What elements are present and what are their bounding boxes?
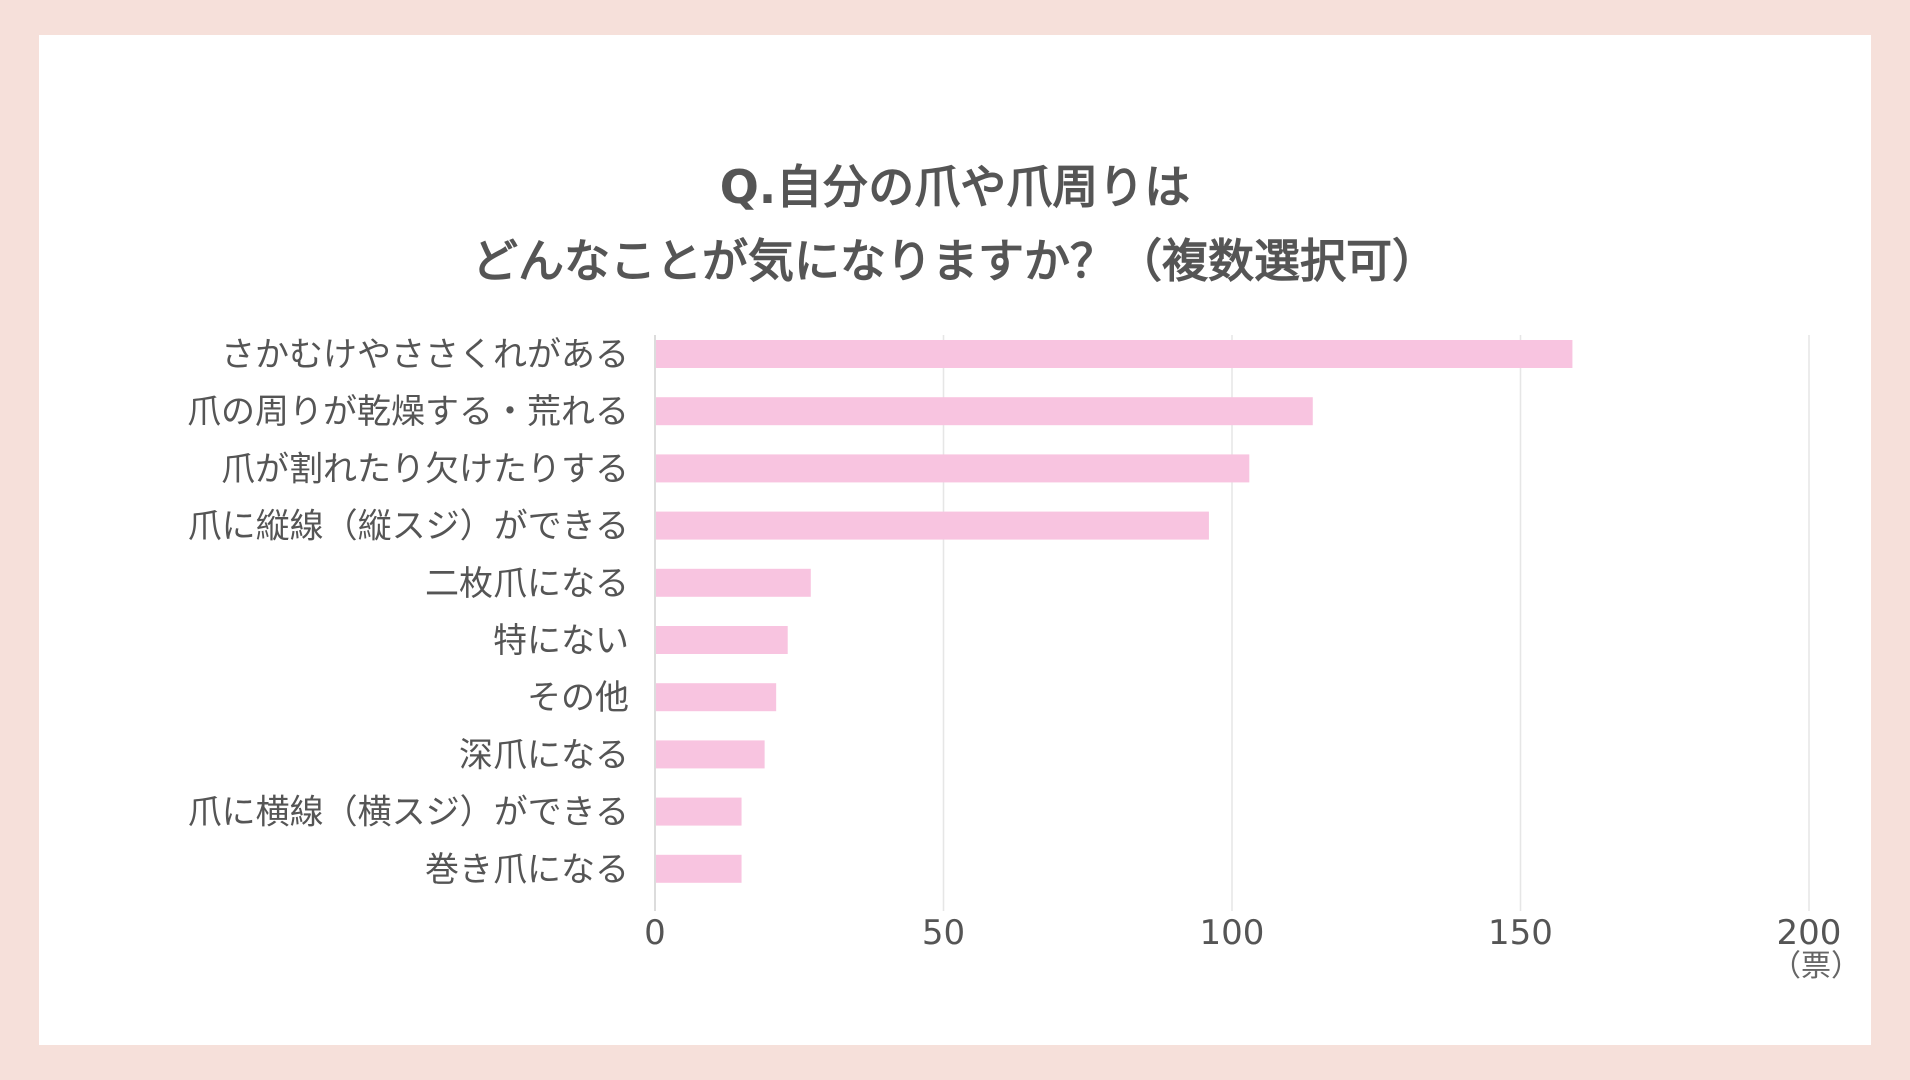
bar [656, 340, 1573, 368]
chart-title: Q.自分の爪や爪周りは どんなことが気になりますか？（複数選択可） [39, 150, 1871, 298]
bar [656, 797, 742, 826]
bar [656, 511, 1209, 540]
category-label: 特にない [493, 621, 629, 661]
category-label: 二枚爪になる [425, 564, 629, 604]
bar [656, 454, 1250, 483]
grid-lines [654, 335, 1810, 911]
bar [656, 626, 788, 654]
bars [656, 340, 1573, 883]
x-tick-label: 100 [1200, 913, 1265, 953]
bar [656, 568, 811, 597]
x-axis-unit-label: （票） [1771, 949, 1861, 984]
category-label: さかむけやささくれがある [221, 335, 629, 375]
category-label: 巻き爪になる [425, 850, 629, 890]
chart-title-line-2: どんなことが気になりますか？（複数選択可） [472, 234, 1438, 288]
bar [656, 683, 777, 712]
category-label: 爪の周りが乾燥する・荒れる [187, 392, 629, 432]
x-tick-label: 150 [1488, 913, 1553, 953]
category-label: 爪に横線（横スジ）ができる [188, 793, 629, 833]
x-tick-label: 200 [1777, 913, 1842, 953]
chart-card: Q.自分の爪や爪周りは どんなことが気になりますか？（複数選択可） さかむけやさ… [39, 35, 1871, 1045]
x-axis-tick-labels: 0 50 100 150 200 [644, 913, 1841, 953]
category-labels: さかむけやささくれがある爪の周りが乾燥する・荒れる爪が割れたり欠けたりする爪に縦… [187, 335, 629, 890]
chart-title-line-1: Q.自分の爪や爪周りは [719, 160, 1191, 214]
category-label: 爪に縦線（縦スジ）ができる [188, 507, 629, 547]
category-label: 深爪になる [459, 735, 629, 775]
x-tick-label: 0 [644, 913, 666, 953]
bar [656, 740, 765, 769]
category-label: その他 [527, 678, 629, 718]
bar-chart: さかむけやささくれがある爪の周りが乾燥する・荒れる爪が割れたり欠けたりする爪に縦… [187, 335, 1841, 953]
x-tick-label: 50 [922, 913, 965, 953]
category-label: 爪が割れたり欠けたりする [221, 449, 629, 489]
bar [656, 397, 1313, 426]
bar [656, 854, 742, 883]
